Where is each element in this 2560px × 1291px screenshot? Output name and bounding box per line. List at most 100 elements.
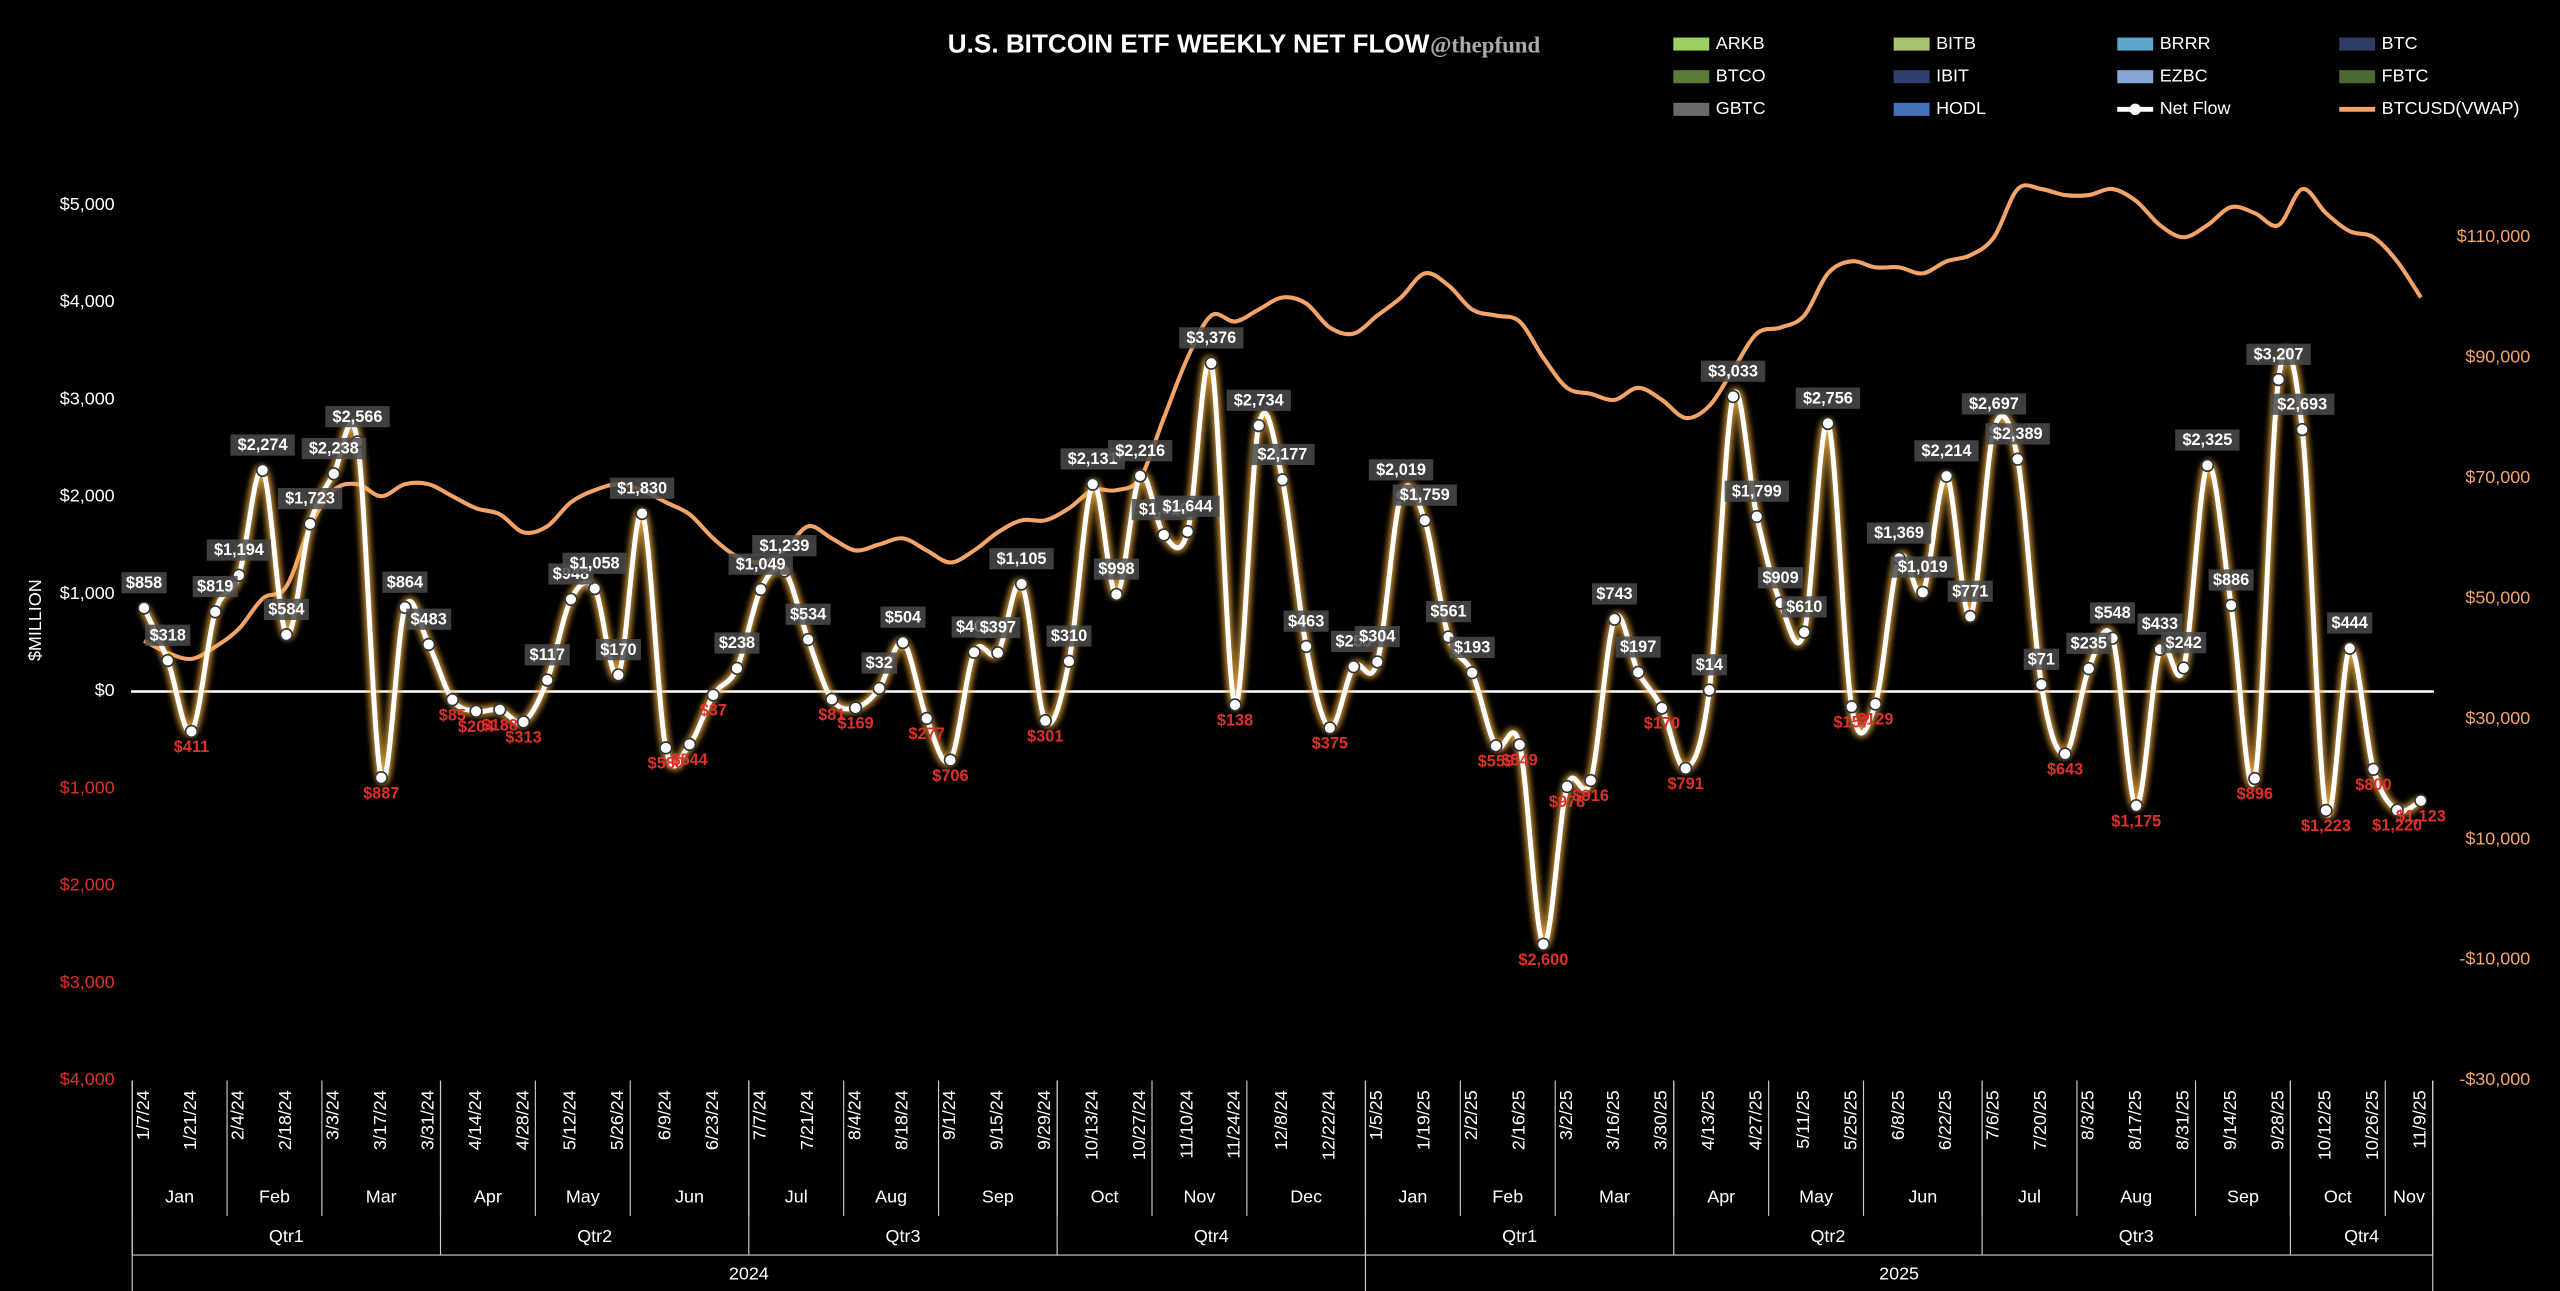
- net-flow-point: [2343, 641, 2357, 655]
- quarters-label: Qtr1: [269, 1226, 304, 1246]
- months-label: Mar: [1599, 1187, 1630, 1207]
- legend-label: IBIT: [1936, 65, 1969, 85]
- x-tick-label: 9/14/25: [2220, 1090, 2240, 1150]
- value-label-box: [325, 406, 390, 428]
- value-label: $85: [439, 706, 466, 724]
- legend-swatch: [2339, 70, 2376, 84]
- value-label: $771: [1952, 582, 1988, 600]
- value-label: $37: [700, 702, 727, 720]
- value-label: $2,756: [1803, 389, 1853, 407]
- value-label: $318: [150, 626, 186, 644]
- value-label-box: [1866, 522, 1932, 544]
- x-tick-label: 7/6/25: [1983, 1090, 2003, 1140]
- y-tick-label: $1,000: [60, 583, 115, 603]
- x-tick-label: 7/21/24: [797, 1090, 817, 1150]
- x-tick-label: 9/15/24: [987, 1090, 1007, 1150]
- value-label: $2,131: [1068, 450, 1118, 468]
- x-tick-label: 5/26/24: [607, 1090, 627, 1150]
- x-tick-label: 3/17/24: [370, 1090, 390, 1150]
- x-tick-label: 4/27/25: [1746, 1090, 1766, 1150]
- x-tick-label: 3/31/24: [417, 1090, 437, 1150]
- net-flow-point: [635, 506, 649, 521]
- legend-swatch: [2117, 37, 2154, 51]
- net-flow-point: [1038, 714, 1052, 728]
- value-label: $3,033: [1708, 362, 1758, 380]
- value-label: $310: [1051, 627, 1087, 645]
- net-flow-point: [2271, 372, 2286, 387]
- value-label: $1,369: [1874, 524, 1924, 542]
- net-flow-point: [1607, 612, 1622, 626]
- months-label: May: [566, 1187, 600, 1207]
- value-label: $235: [2071, 634, 2107, 652]
- value-label-box: [1179, 327, 1244, 349]
- y-tick-label: $4,000: [60, 1069, 115, 1089]
- net-flow-point: [1821, 416, 1835, 431]
- y2-tick-label: $90,000: [2465, 346, 2530, 366]
- net-flow-point: [1252, 418, 1266, 433]
- x-tick-label: 3/16/25: [1603, 1090, 1623, 1150]
- x-tick-label: 2/18/24: [275, 1090, 295, 1150]
- value-label-box: [752, 535, 817, 557]
- net-flow-point: [2082, 661, 2096, 676]
- legend-label: BITB: [1936, 33, 1976, 53]
- value-label-box: [2023, 648, 2060, 670]
- net-flow-point: [2200, 458, 2215, 473]
- value-label: $916: [1573, 787, 1609, 805]
- value-label-box: [989, 548, 1054, 570]
- legend-label: ARKB: [1716, 33, 1765, 53]
- value-labels: $858 $318 $411 $819 $1,194 $2,274 $584 $1,723 $2…: [121, 327, 2446, 969]
- net-flow-point: [1916, 585, 1930, 600]
- y-tick-label: $3,000: [60, 388, 115, 408]
- x-tick-label: 1/19/25: [1413, 1090, 1433, 1150]
- value-label: $242: [2166, 634, 2202, 652]
- x-tick-label: 11/10/24: [1176, 1090, 1196, 1159]
- value-label-box: [1757, 567, 1804, 589]
- value-label-box: [1046, 625, 1092, 647]
- net-flow-point: [2390, 803, 2404, 817]
- legend-dot: [2129, 103, 2141, 116]
- months-label: Nov: [1183, 1187, 1215, 1207]
- x-tick-label: 5/25/25: [1840, 1090, 1860, 1150]
- net-flow-point: [1702, 683, 1717, 697]
- net-flow-point: [1465, 666, 1479, 680]
- value-label-box: [1449, 636, 1495, 659]
- x-tick-label: 10/27/24: [1129, 1090, 1149, 1160]
- value-label: $2,238: [309, 440, 359, 458]
- price-line: [143, 183, 2423, 662]
- net-flow-point: [540, 673, 554, 687]
- value-label: $706: [932, 767, 968, 785]
- value-label-box: [1392, 484, 1457, 506]
- value-label: $375: [1312, 735, 1348, 753]
- months-label: Jun: [1908, 1187, 1937, 1207]
- legend-swatch: [2117, 70, 2154, 84]
- value-label: $909: [1762, 569, 1798, 587]
- value-label: $2,600: [1518, 951, 1568, 969]
- value-label-box: [785, 603, 831, 625]
- net-flow-point: [1939, 469, 1954, 483]
- value-label-box: [1283, 610, 1329, 632]
- value-label: $463: [1288, 612, 1324, 630]
- net-flow-point: [445, 693, 460, 707]
- x-tick-label: 9/28/25: [2267, 1090, 2287, 1150]
- x-tick-label: 6/9/24: [655, 1090, 675, 1140]
- value-label: $301: [1027, 727, 1063, 745]
- net-flow-point: [1299, 639, 1313, 654]
- x-tick-label: 8/31/25: [2172, 1090, 2192, 1150]
- value-label: $169: [837, 715, 873, 733]
- net-flow-point: [1014, 577, 1029, 591]
- y-axis-title: $MILLION: [25, 579, 45, 661]
- value-label-box: [2161, 632, 2207, 654]
- legend-label: BTCO: [1716, 65, 1766, 85]
- legend-swatch: [1893, 70, 1930, 84]
- net-flow-point: [2319, 803, 2333, 818]
- value-label: $743: [1596, 585, 1632, 603]
- value-label: $534: [790, 605, 826, 623]
- value-label: $2,214: [1922, 442, 1972, 460]
- value-label-box: [714, 632, 760, 654]
- value-label-box: [2327, 612, 2373, 634]
- net-flow-point: [896, 635, 910, 650]
- value-label: $170: [600, 641, 636, 659]
- value-label: $32: [866, 654, 893, 672]
- legend-swatch: [2339, 37, 2376, 51]
- value-label-box: [975, 616, 1021, 639]
